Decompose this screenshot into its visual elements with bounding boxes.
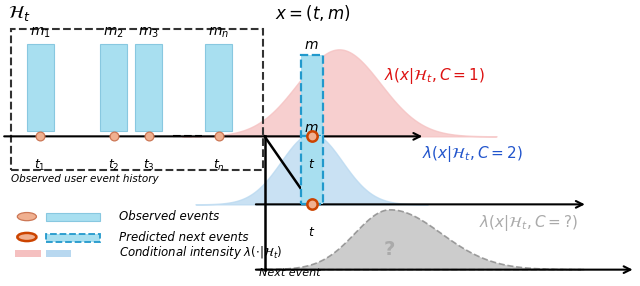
Circle shape <box>17 233 36 241</box>
Text: $m$: $m$ <box>305 121 319 135</box>
Text: Next event: Next event <box>259 268 321 278</box>
Bar <box>46 234 100 242</box>
Bar <box>301 55 323 136</box>
Text: Observed user event history: Observed user event history <box>11 174 159 184</box>
Bar <box>301 136 323 204</box>
Text: $\lambda(x|\mathcal{H}_t, C=2)$: $\lambda(x|\mathcal{H}_t, C=2)$ <box>422 144 523 164</box>
Text: $m_2$: $m_2$ <box>103 25 124 40</box>
Text: $m_3$: $m_3$ <box>138 25 159 40</box>
Text: Predicted next events: Predicted next events <box>119 231 249 243</box>
Point <box>108 134 118 139</box>
Point <box>143 134 154 139</box>
Text: Conditional intensity $\lambda(\cdot|\mathcal{H}_t)$: Conditional intensity $\lambda(\cdot|\ma… <box>119 244 282 261</box>
Bar <box>100 44 127 131</box>
Point <box>35 134 45 139</box>
Text: $\mathcal{H}_t$: $\mathcal{H}_t$ <box>8 5 30 23</box>
Text: $\lambda(x|\mathcal{H}_t, C=1)$: $\lambda(x|\mathcal{H}_t, C=1)$ <box>384 66 484 86</box>
Bar <box>205 44 232 131</box>
Text: $m$: $m$ <box>305 38 319 52</box>
Bar <box>46 213 100 221</box>
Circle shape <box>17 212 36 221</box>
Text: $t_2$: $t_2$ <box>108 158 119 173</box>
Bar <box>46 250 72 257</box>
Point <box>214 134 224 139</box>
Text: $t$: $t$ <box>308 158 316 171</box>
Bar <box>135 44 162 131</box>
Text: $x = (t, m)$: $x = (t, m)$ <box>275 3 351 23</box>
Bar <box>27 44 54 131</box>
Point <box>307 134 317 139</box>
Bar <box>11 29 262 170</box>
Text: $t_1$: $t_1$ <box>35 158 46 173</box>
Text: $t_n$: $t_n$ <box>212 158 225 173</box>
Text: ?: ? <box>383 240 394 259</box>
Text: Observed events: Observed events <box>119 210 220 223</box>
Bar <box>15 250 41 257</box>
Text: $\lambda(x|\mathcal{H}_t, C=?)$: $\lambda(x|\mathcal{H}_t, C=?)$ <box>479 213 579 233</box>
Text: $m_1$: $m_1$ <box>30 25 51 40</box>
Text: $t_3$: $t_3$ <box>143 158 154 173</box>
Point <box>307 202 317 207</box>
Text: $m_n$: $m_n$ <box>208 25 229 40</box>
Text: $t$: $t$ <box>308 226 316 239</box>
